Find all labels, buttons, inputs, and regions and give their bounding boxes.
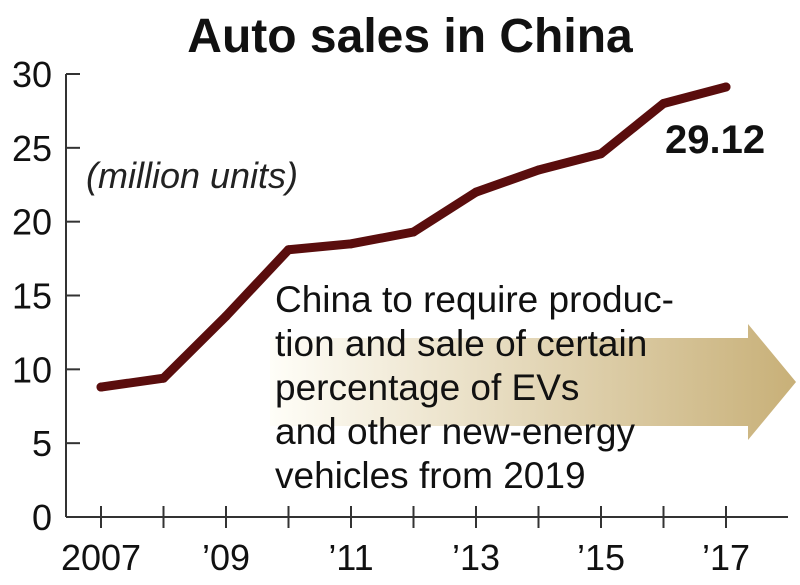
data-point-2016 [659, 99, 668, 109]
annotation-line: China to require produc- [275, 279, 674, 320]
y-tick-label: 15 [12, 276, 52, 317]
data-point-2013 [471, 187, 481, 197]
x-tick-label: ’09 [202, 537, 250, 578]
y-tick-label: 5 [32, 423, 52, 464]
annotation-text: China to require produc-tion and sale of… [275, 279, 674, 496]
y-tick-label: 25 [12, 128, 52, 169]
data-point-2011 [346, 239, 356, 249]
x-tick-label: ’15 [577, 537, 625, 578]
annotation-line: percentage of EVs [275, 367, 579, 408]
annotation-line: and other new-energy [275, 411, 635, 452]
data-point-2008 [159, 373, 168, 383]
y-tick-label: 10 [12, 349, 52, 390]
data-point-2009 [221, 311, 231, 321]
series-points [96, 82, 731, 392]
y-tick-label: 0 [32, 497, 52, 538]
y-axis-label: (million units) [86, 155, 298, 196]
x-tick-label: 2007 [61, 537, 141, 578]
y-axis-ticks: 0 5 10 15 20 25 30 [12, 54, 80, 538]
data-point-2015 [596, 149, 606, 159]
x-tick-label: ’13 [452, 537, 500, 578]
chart-title: Auto sales in China [187, 10, 633, 63]
y-tick-label: 20 [12, 202, 52, 243]
data-point-2012 [409, 227, 418, 237]
data-point-2014 [534, 165, 543, 175]
end-value-label: 29.12 [665, 118, 765, 162]
data-point-2017 [721, 82, 731, 92]
annotation-arrow [270, 324, 796, 440]
x-axis-ticks: 2007 ’09 ’11 ’13 ’15 ’17 [61, 506, 750, 578]
data-point-2010 [284, 245, 293, 255]
annotation-line: vehicles from 2019 [275, 455, 586, 496]
data-point-2007 [96, 382, 106, 392]
x-tick-label: ’17 [702, 537, 750, 578]
x-tick-label: ’11 [328, 537, 373, 578]
annotation-line: tion and sale of certain [275, 323, 647, 364]
y-tick-label: 30 [12, 54, 52, 95]
